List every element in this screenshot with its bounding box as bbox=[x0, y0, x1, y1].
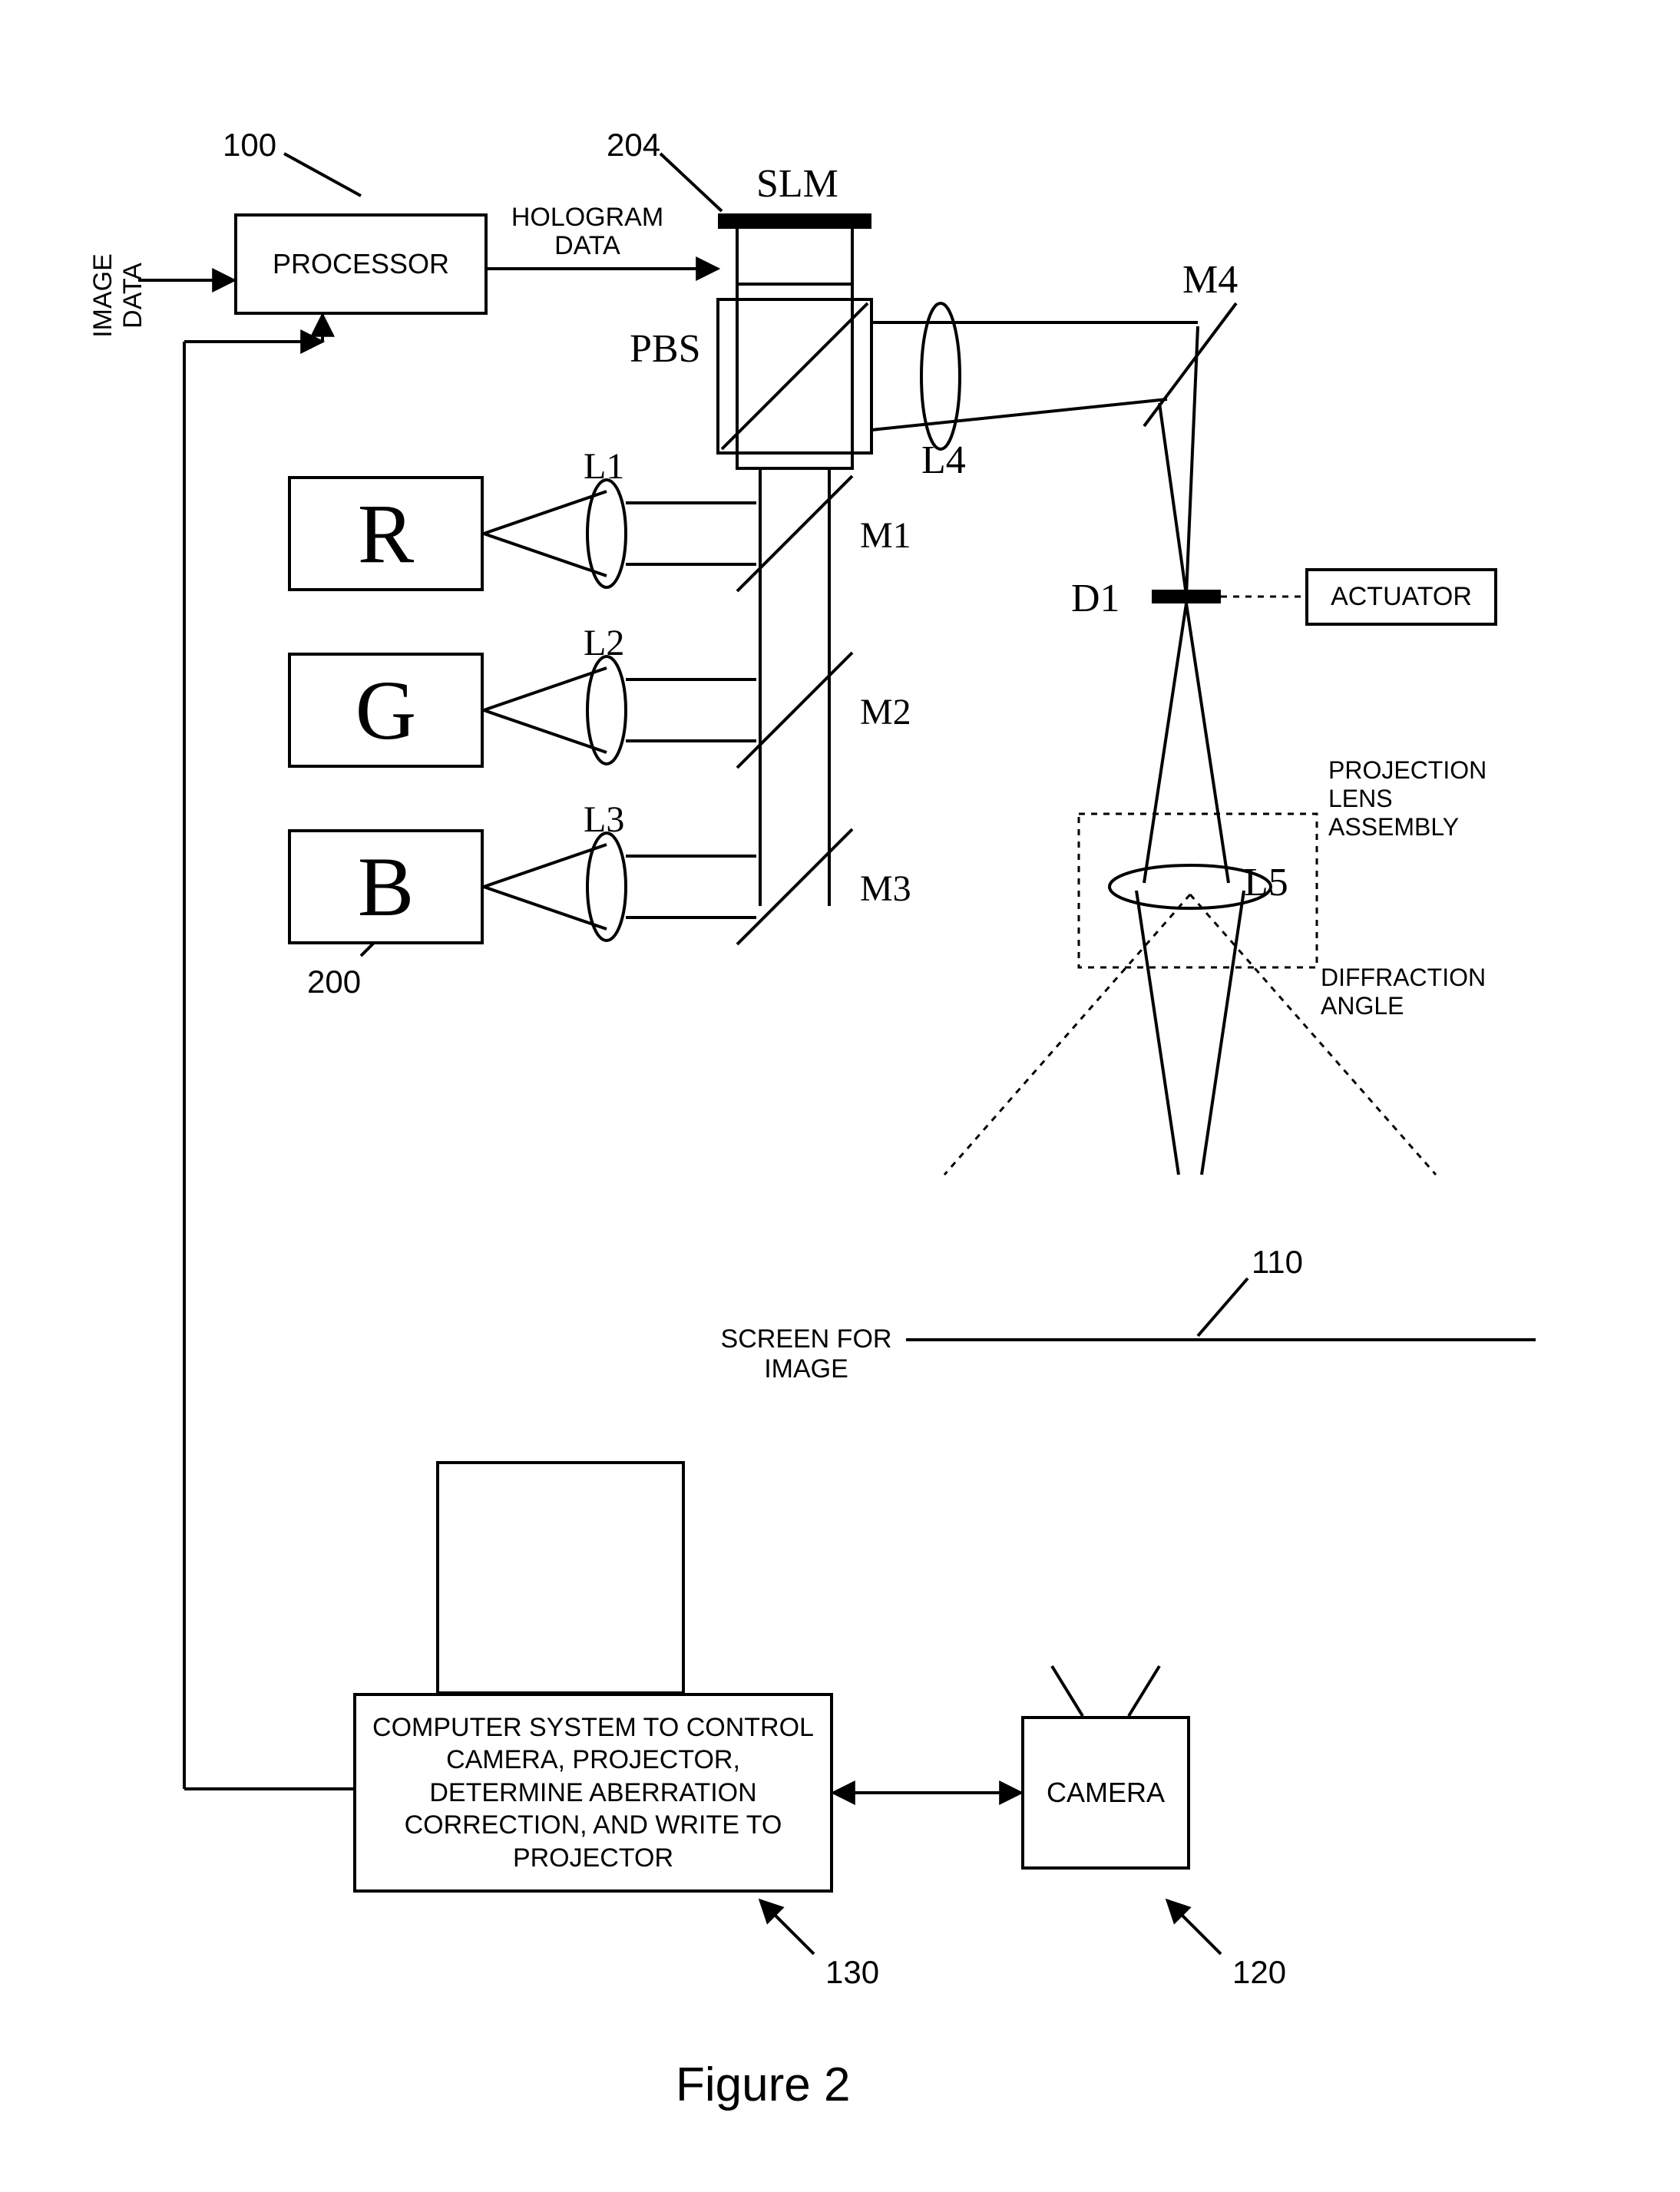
m3-label: M3 bbox=[860, 868, 911, 910]
figure-title: Figure 2 bbox=[676, 2058, 850, 2112]
laser-g-box: G bbox=[288, 653, 484, 768]
laser-g-label: G bbox=[356, 662, 416, 759]
m2-label: M2 bbox=[860, 691, 911, 733]
laser-r-label: R bbox=[358, 485, 414, 583]
l5-label: L5 bbox=[1244, 860, 1288, 905]
actuator-box: ACTUATOR bbox=[1305, 568, 1497, 626]
diffraction-angle-label: DIFFRACTION ANGLE bbox=[1321, 964, 1513, 1020]
diagram-svg bbox=[0, 0, 1680, 2192]
ref-100: 100 bbox=[223, 127, 276, 164]
l2-label: L2 bbox=[584, 622, 624, 664]
l1-label: L1 bbox=[584, 445, 624, 488]
projection-lens-label: PROJECTION LENS ASSEMBLY bbox=[1328, 756, 1520, 841]
computer-label: COMPUTER SYSTEM TO CONTROL CAMERA, PROJE… bbox=[372, 1711, 815, 1875]
laser-b-box: B bbox=[288, 829, 484, 944]
camera-label: CAMERA bbox=[1047, 1777, 1165, 1809]
l4-label: L4 bbox=[921, 438, 966, 483]
ref-110: 110 bbox=[1252, 1244, 1303, 1281]
ref-200: 200 bbox=[307, 964, 361, 1000]
laser-r-box: R bbox=[288, 476, 484, 591]
ref-130: 130 bbox=[825, 1954, 879, 1991]
image-data-label: IMAGE DATA bbox=[88, 219, 148, 372]
processor-box: PROCESSOR bbox=[234, 213, 488, 315]
computer-box: COMPUTER SYSTEM TO CONTROL CAMERA, PROJE… bbox=[353, 1693, 833, 1893]
actuator-label: ACTUATOR bbox=[1331, 582, 1472, 612]
d1-label: D1 bbox=[1071, 576, 1120, 621]
pbs-label: PBS bbox=[630, 326, 701, 372]
screen-label: SCREEN FOR IMAGE bbox=[718, 1324, 895, 1384]
m4-label: M4 bbox=[1182, 257, 1238, 303]
l3-label: L3 bbox=[584, 798, 624, 841]
ref-204: 204 bbox=[607, 127, 660, 164]
camera-box: CAMERA bbox=[1021, 1716, 1190, 1870]
laser-b-label: B bbox=[358, 838, 414, 936]
processor-label: PROCESSOR bbox=[273, 248, 449, 280]
ref-120: 120 bbox=[1232, 1954, 1286, 1991]
m1-label: M1 bbox=[860, 514, 911, 557]
slm-label: SLM bbox=[756, 161, 838, 207]
hologram-data-label: HOLOGRAM DATA bbox=[503, 203, 672, 261]
